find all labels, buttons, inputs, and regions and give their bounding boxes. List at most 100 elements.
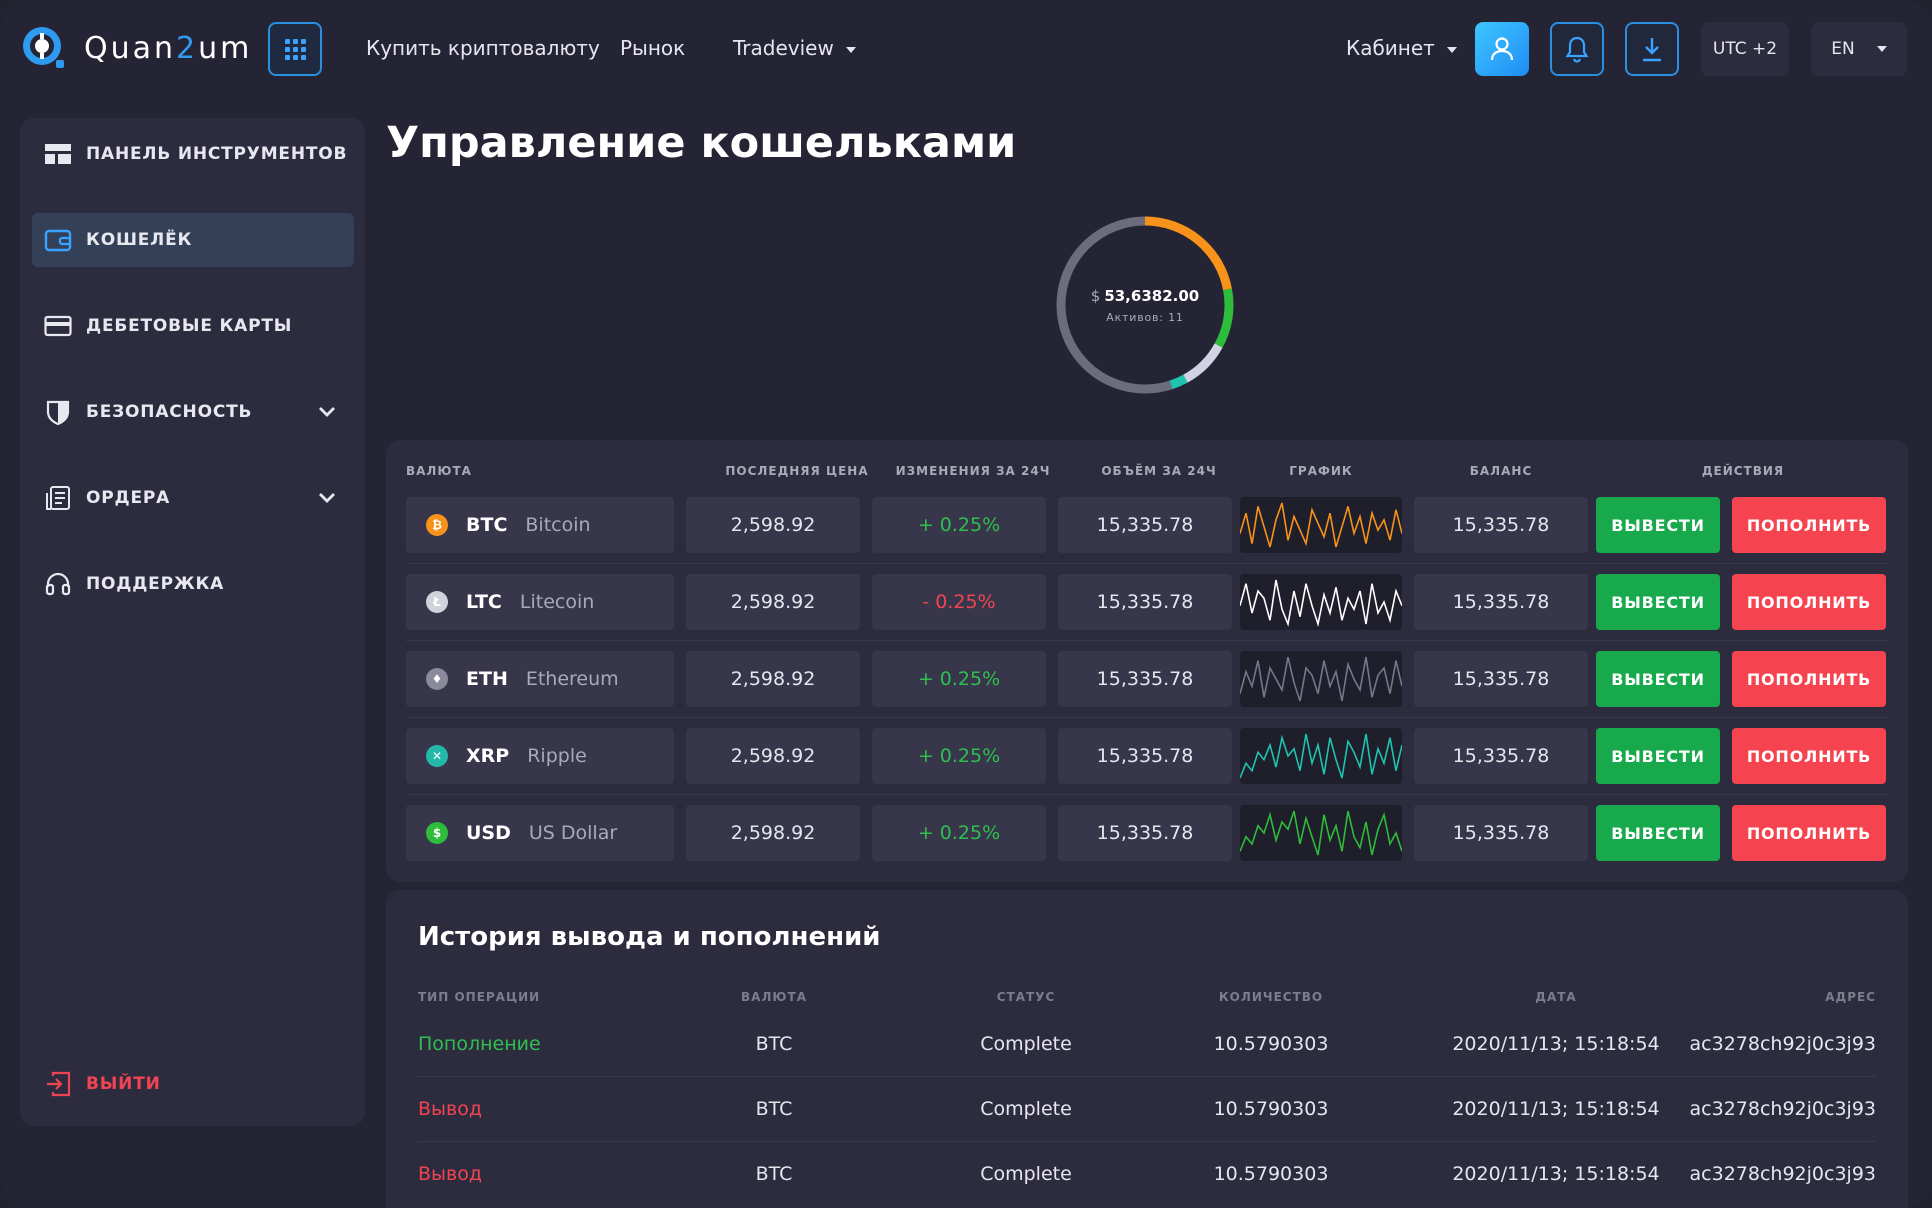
currency-cell[interactable]: ✕ XRP Ripple: [406, 728, 674, 784]
change-24h: + 0.25%: [872, 728, 1046, 784]
operation-type: Вывод: [418, 1163, 482, 1185]
logout-button[interactable]: Выйти: [32, 1057, 354, 1111]
language-selector[interactable]: EN: [1811, 22, 1907, 76]
sparkline-chart: [1239, 651, 1403, 707]
sparkline-svg: [1239, 656, 1403, 702]
coin-code: LTC: [466, 591, 502, 613]
user-icon: [1490, 37, 1514, 61]
withdraw-button[interactable]: Вывести: [1596, 651, 1720, 707]
operation-amount: 10.5790303: [1213, 1163, 1329, 1185]
apps-grid-button[interactable]: [268, 22, 322, 76]
deposit-button[interactable]: Пополнить: [1732, 574, 1886, 630]
language-label: EN: [1831, 39, 1855, 59]
sparkline-line: [1239, 810, 1403, 856]
column-header: Последняя цена: [725, 464, 869, 478]
donut-segment-grey: [1056, 216, 1234, 394]
notifications-button[interactable]: [1550, 22, 1604, 76]
sidebar-item-security[interactable]: Безопасность: [32, 385, 354, 439]
operation-date: 2020/11/13; 15:18:54: [1452, 1033, 1660, 1055]
nav-tradeview[interactable]: Tradeview: [733, 36, 856, 60]
deposit-button[interactable]: Пополнить: [1732, 651, 1886, 707]
volume-24h: 15,335.78: [1058, 574, 1232, 630]
sidebar-item-dashboard[interactable]: Панель инструментов: [32, 127, 354, 181]
operation-address[interactable]: ac3278ch92j0c3j93: [1689, 1163, 1876, 1185]
coin-name: US Dollar: [528, 822, 618, 844]
headset-icon: [44, 570, 72, 598]
chevron-down-icon: [1446, 46, 1457, 53]
withdraw-button[interactable]: Вывести: [1596, 728, 1720, 784]
donut-center: $53,6382.00 Активов: 11: [1050, 210, 1240, 400]
currency-cell[interactable]: ♦ ETH Ethereum: [406, 651, 674, 707]
sparkline-svg: [1239, 810, 1403, 856]
operation-amount: 10.5790303: [1213, 1098, 1329, 1120]
row-divider: [418, 1141, 1876, 1142]
timezone-selector[interactable]: UTC +2: [1701, 22, 1789, 76]
cabinet-label: Кабинет: [1346, 36, 1435, 60]
column-header: Количество: [1218, 990, 1324, 1004]
column-header: Статус: [996, 990, 1056, 1004]
last-price: 2,598.92: [686, 651, 860, 707]
sparkline-chart: [1239, 574, 1403, 630]
history-panel: История вывода и пополнений Тип операции…: [386, 890, 1908, 1208]
cabinet-dropdown[interactable]: Кабинет: [1346, 36, 1457, 60]
eth-coin-icon: ♦: [426, 668, 448, 690]
coin-name: Litecoin: [519, 591, 595, 613]
nav-tradeview-label: Tradeview: [733, 36, 834, 60]
nav-market[interactable]: Рынок: [620, 36, 686, 60]
sparkline-chart: [1239, 497, 1403, 553]
sparkline-line: [1239, 502, 1403, 548]
sidebar-item-label: Ордера: [86, 488, 171, 508]
sparkline-chart: [1239, 805, 1403, 861]
operation-address[interactable]: ac3278ch92j0c3j93: [1689, 1033, 1876, 1055]
grid-icon: [284, 38, 306, 60]
balance: 15,335.78: [1414, 728, 1588, 784]
profile-button[interactable]: [1475, 22, 1529, 76]
sidebar-item-orders[interactable]: Ордера: [32, 471, 354, 525]
currency-cell[interactable]: Ł LTC Litecoin: [406, 574, 674, 630]
donut-svg: [1056, 216, 1234, 394]
withdraw-button[interactable]: Вывести: [1596, 805, 1720, 861]
deposit-button[interactable]: Пополнить: [1732, 497, 1886, 553]
coin-name: Bitcoin: [525, 514, 591, 536]
portfolio-total: $53,6382.00: [1091, 287, 1199, 305]
chevron-down-icon[interactable]: [318, 403, 336, 422]
withdraw-button[interactable]: Вывести: [1596, 497, 1720, 553]
balance: 15,335.78: [1414, 805, 1588, 861]
operation-address[interactable]: ac3278ch92j0c3j93: [1689, 1098, 1876, 1120]
logo[interactable]: Quan2um: [20, 24, 252, 72]
column-header: Валюта: [406, 464, 472, 478]
volume-24h: 15,335.78: [1058, 497, 1232, 553]
nav-buy-crypto[interactable]: Купить криптовалюту: [366, 36, 600, 60]
row-divider: [406, 563, 1888, 564]
withdraw-button[interactable]: Вывести: [1596, 574, 1720, 630]
balance: 15,335.78: [1414, 497, 1588, 553]
deposit-button[interactable]: Пополнить: [1732, 728, 1886, 784]
column-header: Объём за 24ч: [1101, 464, 1217, 478]
operation-date: 2020/11/13; 15:18:54: [1452, 1098, 1660, 1120]
history-title: История вывода и пополнений: [418, 922, 881, 952]
operation-status: Complete: [980, 1098, 1072, 1120]
last-price: 2,598.92: [686, 728, 860, 784]
operation-type: Вывод: [418, 1098, 482, 1120]
operation-type: Пополнение: [418, 1033, 541, 1055]
table-row: ♦ ETH Ethereum 2,598.92 + 0.25% 15,335.78 15,3…: [406, 651, 1888, 707]
credit-card-icon: [44, 312, 72, 340]
sidebar-item-support[interactable]: Поддержка: [32, 557, 354, 611]
currency-cell[interactable]: $ USD US Dollar: [406, 805, 674, 861]
coin-code: XRP: [466, 745, 510, 767]
currency-cell[interactable]: ₿ BTC Bitcoin: [406, 497, 674, 553]
operation-currency: BTC: [755, 1098, 793, 1120]
sidebar-item-debit-cards[interactable]: Дебетовые карты: [32, 299, 354, 353]
wallet-icon: [44, 226, 72, 254]
download-button[interactable]: [1625, 22, 1679, 76]
sidebar-item-wallet[interactable]: Кошелёк: [32, 213, 354, 267]
donut-segment-green: [1056, 216, 1234, 394]
page-title: Управление кошельками: [386, 118, 1017, 168]
sparkline-line: [1239, 733, 1403, 779]
row-divider: [406, 717, 1888, 718]
deposit-button[interactable]: Пополнить: [1732, 805, 1886, 861]
volume-24h: 15,335.78: [1058, 805, 1232, 861]
column-header: Адрес: [1825, 990, 1876, 1004]
chevron-down-icon[interactable]: [318, 489, 336, 508]
